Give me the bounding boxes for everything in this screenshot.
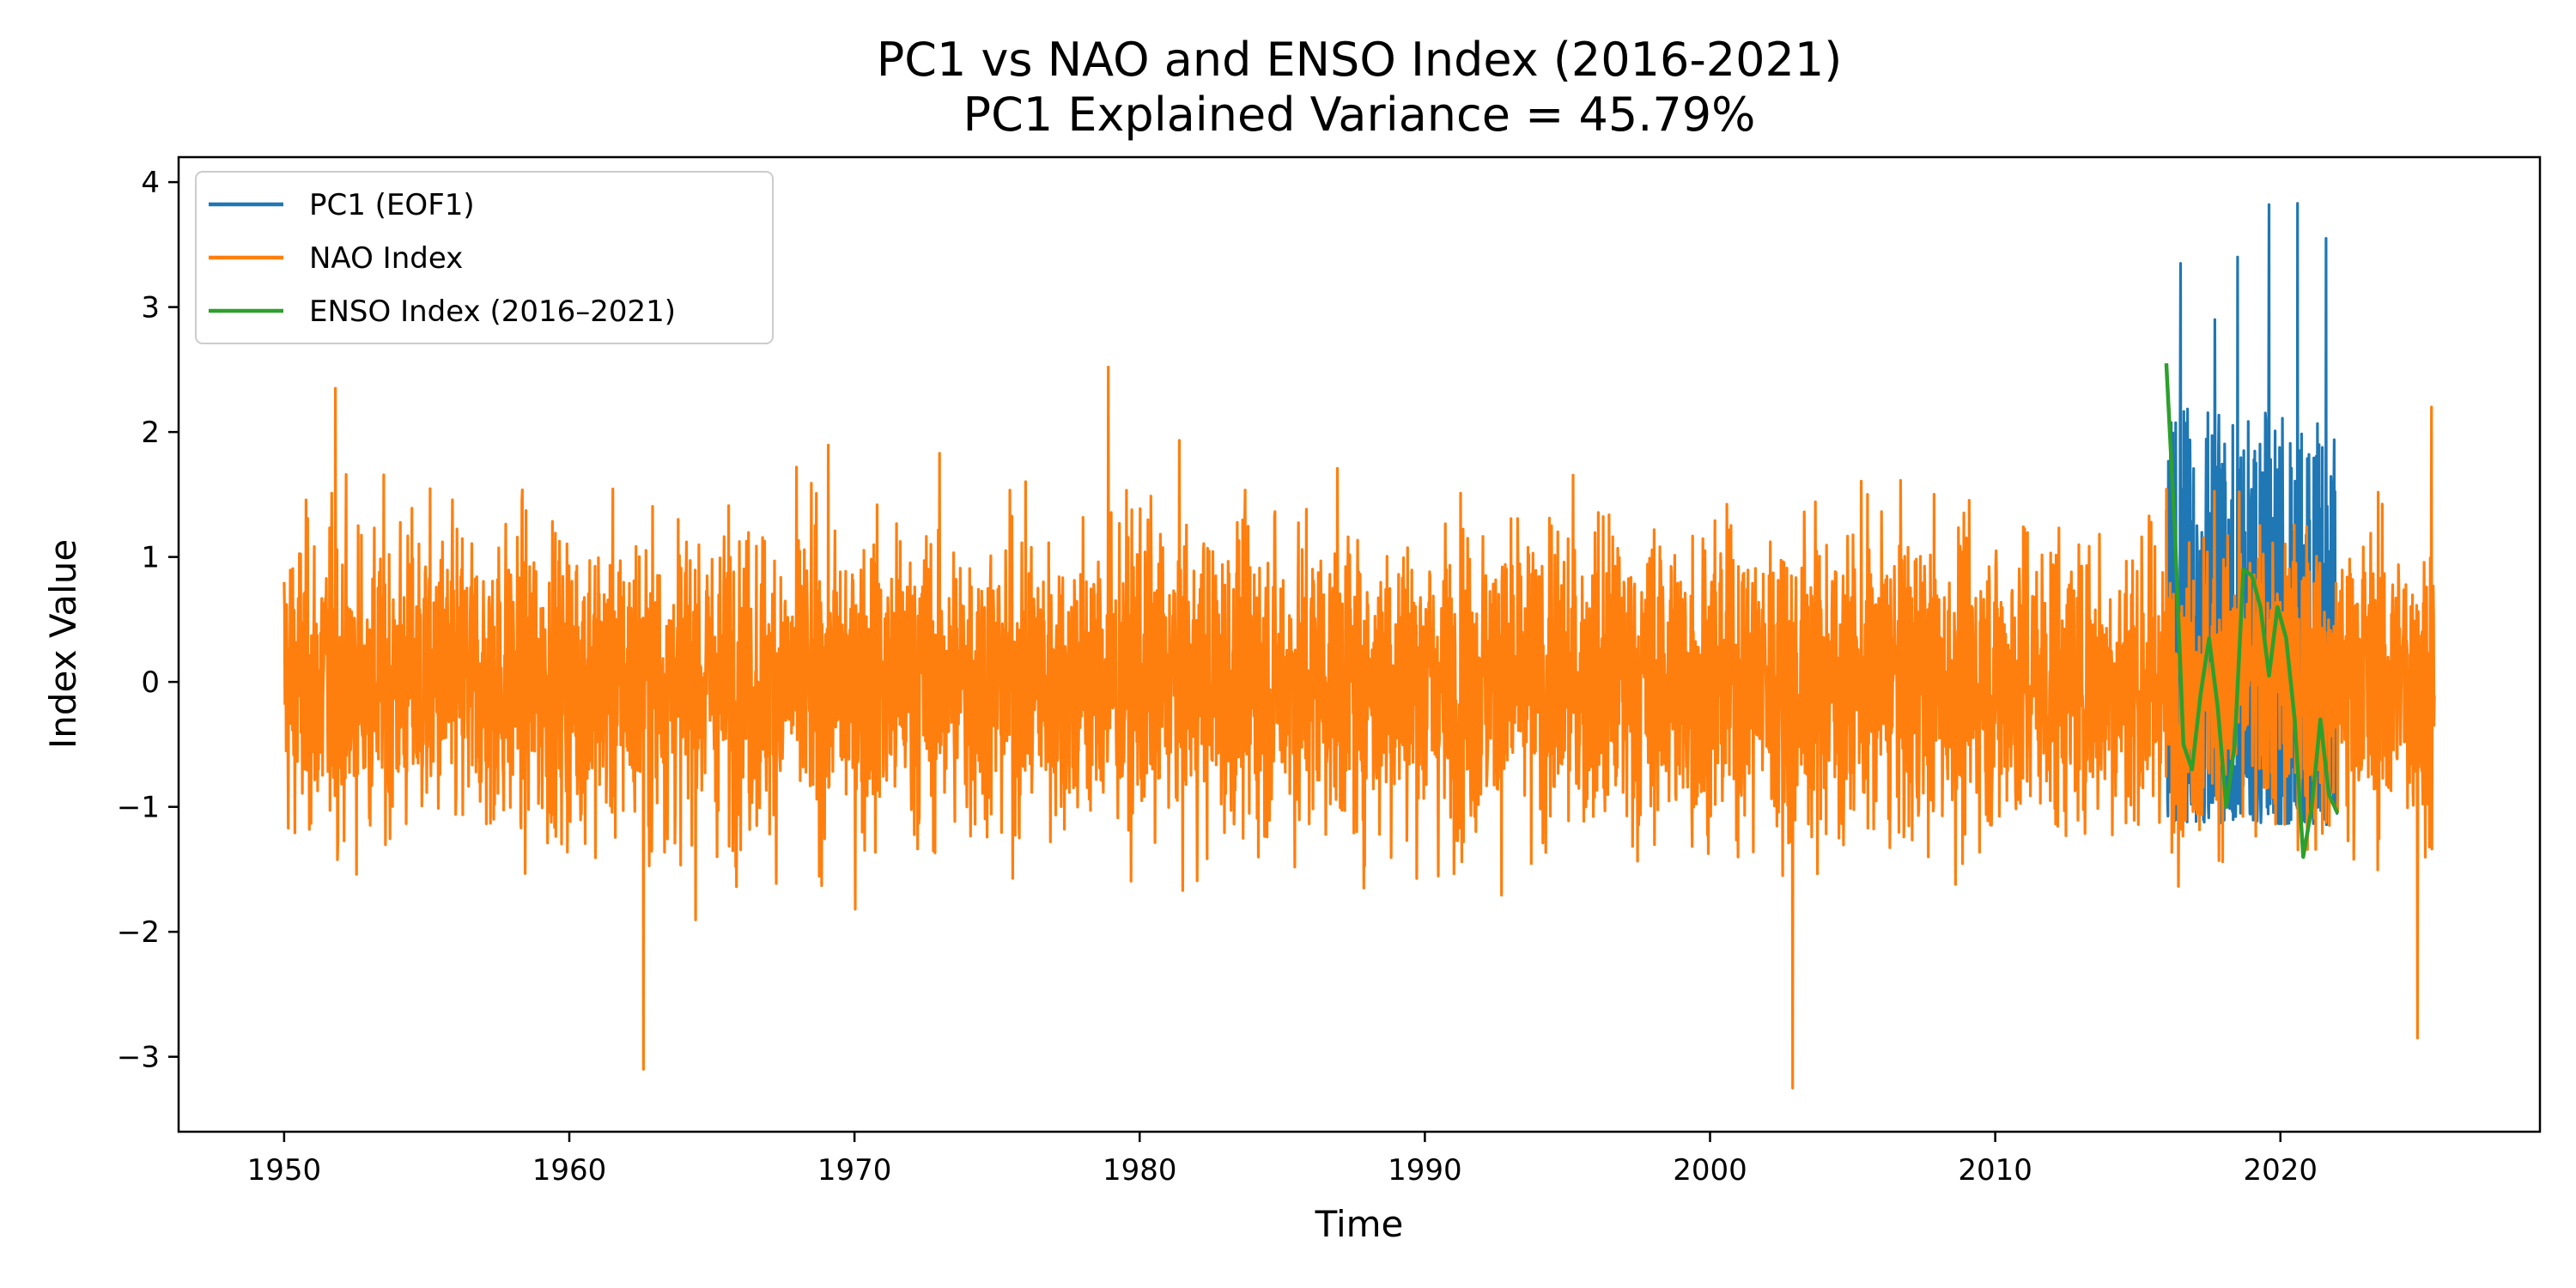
y-tick-label: 0 [141,665,160,700]
y-tick-label: 3 [141,291,160,325]
legend-label-pc1: PC1 (EOF1) [309,188,475,222]
series-line-nao [283,365,2436,1090]
x-axis-label: Time [1315,1203,1404,1245]
y-tick-label: −3 [117,1041,160,1075]
y-tick-label: 2 [141,416,160,450]
x-tick-label: 1950 [247,1153,322,1188]
legend-box [195,171,774,344]
plot-frame [177,155,2542,1133]
series-line-enso [2164,362,2340,860]
x-tick-label: 2020 [2244,1153,2318,1188]
y-axis-label: Index Value [42,539,84,749]
y-axis: −3 −2 −1 0 1 2 3 4 [117,166,179,1075]
x-tick-label: 1980 [1103,1153,1177,1188]
chart-title: PC1 vs NAO and ENSO Index (2016-2021) [877,33,1843,87]
x-tick-label: 1990 [1388,1153,1462,1188]
legend: PC1 (EOF1) NAO Index ENSO Index (2016–20… [195,171,774,344]
x-tick-label: 2000 [1673,1153,1747,1188]
y-tick-label: −1 [117,791,160,825]
x-tick-label: 1960 [532,1153,607,1188]
x-tick-label: 2010 [1958,1153,2032,1188]
legend-label-nao: NAO Index [309,241,463,276]
y-tick-label: 1 [141,541,160,575]
x-tick-label: 1970 [817,1153,892,1188]
series-layer [283,202,2436,1090]
y-tick-label: −2 [117,915,160,950]
chart-subtitle: PC1 Explained Variance = 45.79% [963,88,1756,142]
y-tick-label: 4 [141,166,160,200]
legend-label-enso: ENSO Index (2016–2021) [309,295,676,329]
x-axis: 1950 1960 1970 1980 1990 2000 2010 2020 [247,1132,2318,1188]
